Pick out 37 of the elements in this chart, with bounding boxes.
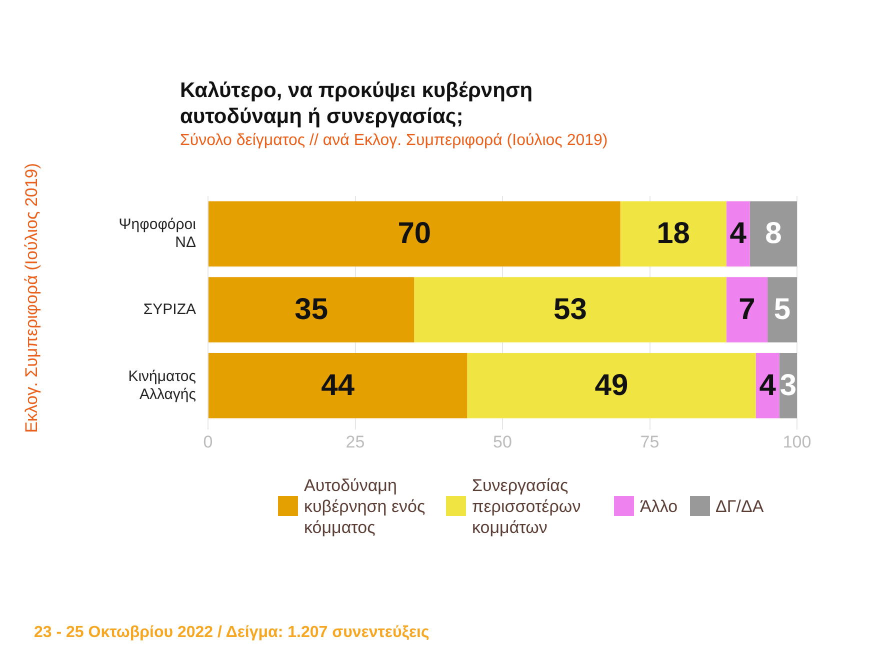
data-label: 53 [554, 293, 587, 326]
data-label: 49 [594, 368, 628, 402]
bar [414, 277, 726, 342]
y-axis-title: Εκλογ. Συμπεριφορά (Ιούλιος 2019) [22, 163, 42, 433]
y-tick-label: Ψηφοφόροι ΝΔ [118, 216, 196, 252]
data-label: 4 [730, 217, 747, 250]
legend-label: Άλλο [640, 496, 678, 516]
x-tick-label: 75 [640, 432, 660, 452]
data-label: 5 [774, 293, 791, 326]
x-tick-label: 25 [346, 432, 365, 452]
bar [750, 201, 797, 267]
data-label: 18 [656, 217, 690, 250]
data-label: 35 [294, 293, 328, 326]
legend-label: Συνεργασίας περισσοτέρων κομμάτων [472, 474, 582, 538]
data-label: 4 [759, 368, 776, 402]
bar [208, 353, 468, 418]
bar [208, 201, 620, 267]
legend-label: Αυτοδύναμη κυβέρνηση ενός κόμματος [304, 474, 426, 538]
bar [208, 277, 414, 342]
x-tick-label: 0 [203, 432, 213, 452]
bar [467, 353, 756, 418]
text: 23 - 25 Οκτωβρίου 2022 / Δείγμα: 1.207 συνεντεύξεις [34, 624, 430, 642]
data-label: 70 [398, 217, 432, 250]
data-label: 8 [765, 217, 782, 250]
x-tick-label: 50 [493, 432, 512, 452]
chart-title: Καλύτερο, να προκύψει κυβέρνηση αυτοδύναμη ή συνεργασίας; [180, 78, 534, 130]
bar [726, 277, 768, 342]
bar [620, 201, 726, 267]
legend-label: ΔΓ/ΔΑ [716, 496, 764, 516]
x-tick-label: 100 [782, 432, 812, 452]
y-tick-label: ΣΥΡΙΖΑ [143, 300, 196, 318]
data-label: 7 [738, 293, 756, 326]
chart-subtitle: Σύνολο δείγματος // ανά Εκλογ. Συμπεριφορά (Ιούλιος 2019) [180, 132, 608, 150]
data-label: 3 [780, 368, 797, 402]
data-label: 44 [321, 368, 355, 402]
y-tick-label: Κινήματος Αλλαγής [128, 368, 196, 403]
bar [768, 277, 797, 342]
